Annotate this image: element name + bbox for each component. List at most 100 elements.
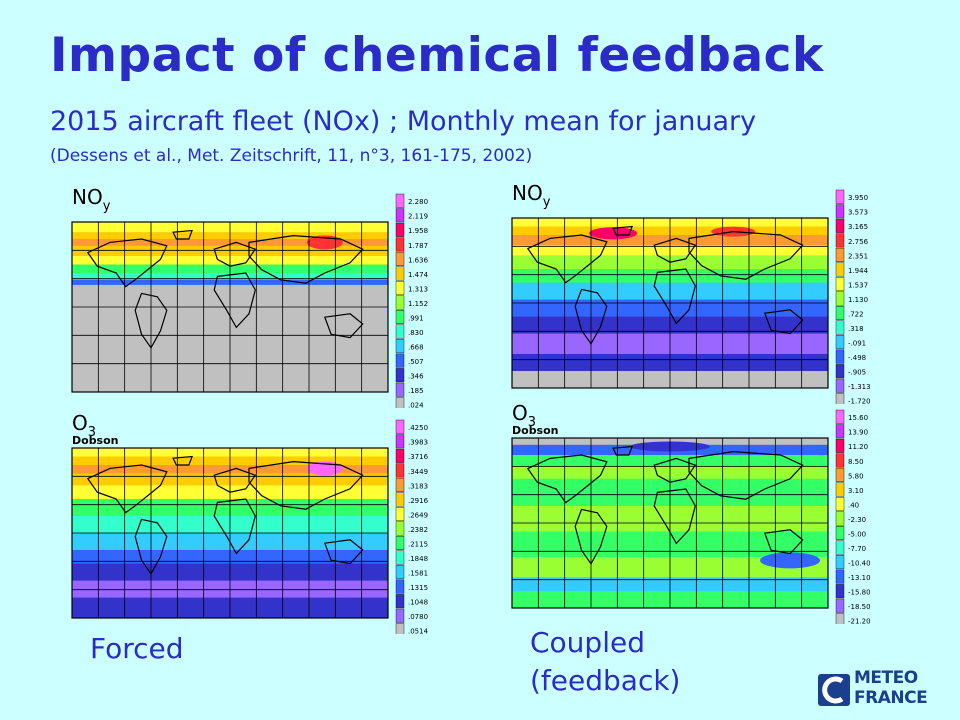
coastline — [574, 508, 608, 565]
colour-legend: 2.280 2.119 1.958 1.787 1.636 1.474 1.313 1.152… — [395, 193, 429, 408]
legend-swatch — [835, 453, 845, 468]
logo-line2: FRANCE — [854, 688, 928, 708]
legend-swatch — [395, 579, 405, 594]
coastline — [213, 241, 257, 267]
legend-swatch — [395, 295, 405, 310]
legend-value: 2.280 — [408, 198, 428, 206]
legend-value: 2.351 — [848, 252, 868, 260]
legend-swatch — [395, 382, 405, 397]
meteo-france-logo-text: METEO FRANCE — [854, 668, 928, 708]
colour-legend: 3.950 3.573 3.165 2.756 2.351 1.944 1.537 1.130… — [835, 189, 871, 404]
legend-value: .024 — [408, 402, 424, 408]
species-label: NOy — [512, 181, 551, 210]
legend-swatch — [835, 467, 845, 482]
field-maximum — [589, 227, 638, 240]
legend-swatch — [395, 565, 405, 580]
coastline — [612, 445, 633, 456]
map-frame — [71, 221, 389, 393]
caption-coupled: Coupled (feedback) — [530, 624, 680, 700]
caption-forced-text: Forced — [90, 632, 184, 665]
legend-value: .991 — [408, 314, 424, 322]
legend-value: 2.756 — [848, 238, 869, 246]
legend-value: .3183 — [408, 482, 428, 490]
legend-swatch — [835, 569, 845, 584]
legend-swatch — [395, 222, 405, 237]
legend-swatch — [835, 204, 845, 219]
legend-swatch — [835, 189, 845, 204]
coastline — [323, 313, 364, 339]
legend-swatch — [835, 306, 845, 320]
coastline — [574, 288, 608, 345]
species-subscript: y — [103, 199, 111, 214]
legend-swatch — [395, 266, 405, 281]
legend-swatch — [395, 550, 405, 565]
legend-swatch — [395, 324, 405, 339]
coastline — [653, 237, 697, 263]
map-figure: NOy 3.950 3.573 3.165 2.756 2.351 1.944 1.537 1.… — [511, 181, 871, 404]
legend-value: 1.152 — [408, 300, 428, 308]
legend-value: 11.20 — [848, 443, 868, 451]
legend-value: -10.40 — [848, 560, 871, 568]
unit-label: Dobson — [512, 424, 559, 437]
legend-swatch — [835, 555, 845, 570]
legend-swatch — [835, 393, 845, 404]
legend-value: 13.90 — [848, 429, 868, 437]
legend-value: -21.20 — [848, 618, 871, 624]
logo-line1: METEO — [854, 668, 918, 688]
coastline — [134, 518, 168, 575]
legend-value: 15.60 — [848, 414, 868, 422]
legend-value: .4250 — [408, 424, 428, 432]
coastline — [653, 488, 696, 545]
legend-value: 1.944 — [848, 267, 869, 275]
meteo-france-logo: METEO FRANCE — [816, 668, 944, 710]
legend-value: .185 — [408, 387, 424, 395]
legend-value: -13.10 — [848, 574, 871, 582]
caption-forced: Forced — [90, 630, 184, 668]
legend-swatch — [835, 496, 845, 511]
legend-value: 1.958 — [408, 227, 428, 235]
legend-swatch — [395, 339, 405, 354]
legend-value: .318 — [848, 325, 864, 333]
legend-value: .2115 — [408, 540, 428, 548]
legend-swatch — [395, 492, 405, 507]
legend-swatch — [395, 237, 405, 252]
coastline — [172, 455, 193, 466]
legend-value: .0780 — [408, 613, 428, 621]
coastline — [172, 229, 193, 240]
map-panel-coupled-o3: O3 Dobson 15.60 13.90 11.20 8.50 5.80 3.10.40 -2… — [508, 398, 878, 624]
legend-swatch — [395, 477, 405, 492]
map-frame — [511, 217, 829, 389]
legend-swatch — [395, 506, 405, 521]
legend-value: -5.00 — [848, 530, 866, 538]
legend-swatch — [395, 623, 405, 634]
legend-swatch — [395, 208, 405, 223]
legend-swatch — [835, 320, 845, 335]
coastline — [86, 464, 168, 514]
legend-value: 3.573 — [848, 209, 868, 217]
legend-swatch — [835, 335, 845, 350]
map-figure: NOy 2.280 2.119 1.958 1.787 1.636 1.474 1.313 1.… — [71, 185, 429, 408]
legend-swatch — [835, 276, 845, 291]
legend-swatch — [835, 218, 845, 233]
coastline — [763, 529, 804, 555]
species-subscript: 3 — [528, 415, 536, 430]
legend-value: 5.80 — [848, 472, 864, 480]
legend-swatch — [835, 511, 845, 526]
legend-swatch — [395, 536, 405, 550]
map-figure: O3Dobson.4250.3983.3716.3449.3183.2916.2… — [71, 411, 429, 634]
coastline — [86, 238, 168, 288]
legend-value: 2.119 — [408, 213, 428, 221]
species-subscript: y — [543, 195, 551, 210]
legend-value: -7.70 — [848, 545, 866, 553]
legend-value: -1.313 — [848, 383, 871, 391]
map-panel-forced-o3: O3 Dobson .4250.3983.3716.3449.3183.2916.2… — [68, 408, 438, 634]
coastline — [526, 454, 608, 504]
legend-swatch — [835, 424, 845, 439]
caption-coupled-line1: Coupled — [530, 626, 645, 659]
legend-swatch — [835, 378, 845, 393]
legend-swatch — [395, 463, 405, 478]
legend-value: .346 — [408, 373, 424, 381]
legend-value: .0514 — [408, 628, 429, 634]
legend-swatch — [835, 526, 845, 540]
legend-swatch — [395, 310, 405, 324]
